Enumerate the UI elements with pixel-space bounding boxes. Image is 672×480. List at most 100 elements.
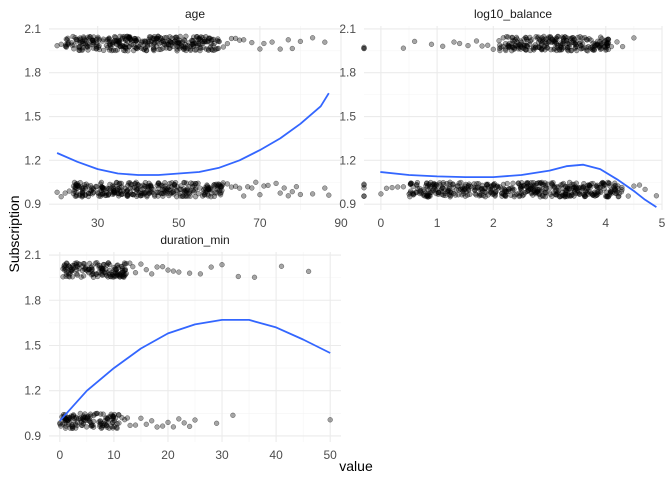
data-point <box>538 38 544 44</box>
y-tick-label: 1.8 <box>24 293 41 307</box>
data-point <box>383 185 390 191</box>
data-point <box>400 45 407 51</box>
data-point <box>197 271 204 277</box>
data-point <box>531 188 537 194</box>
data-point <box>74 260 80 266</box>
data-point <box>236 185 243 191</box>
data-point <box>289 189 295 195</box>
data-point <box>102 421 108 427</box>
data-point <box>257 192 263 198</box>
data-point <box>251 274 258 280</box>
data-point <box>550 179 556 186</box>
data-point <box>585 188 591 194</box>
data-point <box>455 183 461 189</box>
data-point <box>177 190 183 197</box>
data-point <box>479 187 485 193</box>
y-tick-label: 2.1 <box>24 248 41 262</box>
data-point <box>58 41 64 47</box>
data-point <box>119 415 125 421</box>
data-point <box>79 422 85 428</box>
data-point <box>176 416 182 422</box>
x-tick-label: 0 <box>56 448 63 462</box>
data-point <box>642 186 648 193</box>
data-point <box>113 267 119 273</box>
data-point <box>566 40 572 47</box>
data-point <box>158 46 164 53</box>
data-point <box>159 264 166 270</box>
data-point <box>83 184 89 190</box>
data-point <box>116 191 122 197</box>
data-point <box>76 44 82 50</box>
data-point <box>97 419 104 425</box>
data-point <box>462 193 468 199</box>
y-tick-label: 2.1 <box>24 22 41 36</box>
data-point <box>611 183 617 189</box>
data-point <box>84 416 90 422</box>
data-point <box>509 44 516 51</box>
x-tick-label: 20 <box>161 448 175 462</box>
data-point <box>90 271 96 277</box>
x-tick-label: 4 <box>602 216 609 230</box>
data-point <box>619 43 626 50</box>
data-point <box>602 37 608 44</box>
data-point <box>63 43 69 49</box>
data-point <box>126 43 132 50</box>
data-point <box>77 179 83 186</box>
data-point <box>293 184 300 190</box>
data-point <box>277 190 283 196</box>
data-point <box>554 36 560 42</box>
data-point <box>580 184 586 190</box>
data-point <box>581 180 587 187</box>
data-point <box>208 46 215 53</box>
data-point <box>613 190 619 197</box>
data-point <box>174 46 180 52</box>
data-point <box>361 185 367 191</box>
data-point <box>57 420 63 426</box>
data-point <box>631 35 637 41</box>
data-point <box>181 180 188 186</box>
data-point <box>127 422 133 429</box>
data-point <box>442 192 448 199</box>
data-point <box>183 180 190 186</box>
data-point <box>135 192 141 198</box>
data-point <box>245 184 251 190</box>
y-tick-label: 0.9 <box>24 429 41 443</box>
data-point <box>154 43 160 49</box>
data-point <box>565 45 571 51</box>
data-point <box>601 185 607 192</box>
data-point <box>473 38 480 44</box>
data-point <box>524 43 531 50</box>
data-point <box>462 183 468 189</box>
data-point <box>309 191 316 197</box>
data-point <box>576 191 582 197</box>
data-point <box>583 37 590 43</box>
data-point <box>113 179 120 186</box>
data-point <box>215 181 222 187</box>
x-axis-title: value <box>339 458 373 474</box>
data-point <box>599 36 605 42</box>
data-point <box>569 192 575 198</box>
data-point <box>472 191 478 197</box>
data-point <box>134 187 140 193</box>
data-point <box>605 194 612 200</box>
data-point <box>91 412 97 419</box>
data-point <box>523 183 530 190</box>
data-point <box>148 182 154 188</box>
data-point <box>131 47 137 54</box>
data-point <box>99 265 105 271</box>
data-point <box>70 183 77 189</box>
point-layer <box>361 33 660 200</box>
data-point <box>81 261 88 267</box>
data-point <box>423 181 430 187</box>
data-point <box>199 40 206 46</box>
data-point <box>573 185 579 192</box>
data-point <box>257 46 263 52</box>
y-tick-label: 1.2 <box>24 384 41 398</box>
point-layer <box>54 33 332 200</box>
data-point <box>562 183 569 190</box>
data-point <box>389 184 395 191</box>
data-point <box>151 36 157 42</box>
data-point <box>111 423 117 430</box>
data-point <box>106 425 112 431</box>
data-point <box>541 43 548 49</box>
